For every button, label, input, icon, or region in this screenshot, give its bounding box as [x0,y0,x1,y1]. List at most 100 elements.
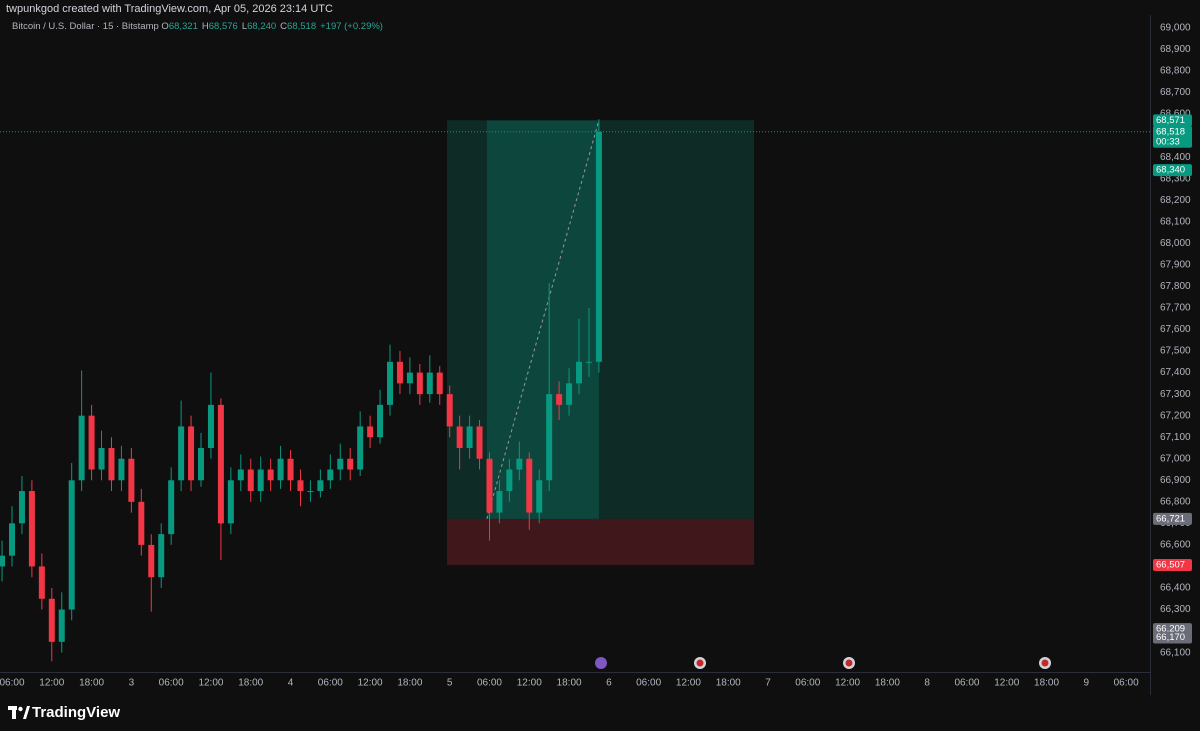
price-label: 66,170 [1156,632,1185,643]
ohlc-value: 68,576 [208,21,238,32]
candle-body [0,555,6,567]
candle-body [178,426,185,481]
x-tick-label: 12:00 [39,678,64,689]
candle-body [317,480,324,492]
price-label-box [1153,164,1192,177]
candle-body [456,426,463,448]
x-tick-label: 18:00 [875,678,900,689]
x-tick-label: 6 [606,678,612,689]
price-label-box [1153,558,1192,571]
candle-body [347,458,354,470]
candle-body [416,372,423,395]
x-tick-label: 12:00 [994,678,1019,689]
y-tick-label: 67,900 [1160,260,1191,271]
candle-body [68,480,75,610]
ohlc-value: 68,321 [168,21,198,32]
x-tick-label: 18:00 [1034,678,1059,689]
brand-logo [8,706,30,719]
candle-body [556,394,563,405]
candle-body [188,426,195,481]
y-tick-label: 66,800 [1160,496,1191,507]
candle-body [337,458,344,470]
ohlc-key: H [201,21,209,32]
y-tick-label: 68,600 [1160,109,1191,120]
price-label-box [1153,114,1192,127]
candle-body [327,469,334,481]
y-tick-label: 66,100 [1160,647,1191,658]
candle-body [297,480,304,492]
y-tick-label: 67,700 [1160,303,1191,314]
candle-body [108,447,115,481]
y-tick-label: 67,100 [1160,432,1191,443]
candle-body [48,598,55,642]
event-icons [595,657,1051,669]
candle-body [128,458,135,502]
y-tick-label: 67,200 [1160,410,1191,421]
price-label: 66,507 [1156,559,1185,570]
candle-body [496,491,503,513]
price-label-box [1153,125,1192,148]
x-tick-label: 12:00 [358,678,383,689]
price-label-box [1153,512,1192,525]
y-tick-label: 68,800 [1160,66,1191,77]
candle-body [526,458,533,513]
brand-name: TradingView [32,704,121,721]
x-tick-label: 8 [924,678,930,689]
candle-body [168,480,175,535]
x-tick-label: 06:00 [636,678,661,689]
candle-body [506,469,513,492]
candle-body [9,523,16,556]
candle-body [88,415,95,470]
candle-layer [0,119,1150,662]
candle-body [18,491,25,524]
candle-body [536,480,543,513]
candle-body [257,469,264,492]
x-tick-label: 3 [129,678,135,689]
y-tick-label: 69,000 [1160,23,1191,34]
candle-body [367,426,374,438]
y-tick-label: 67,600 [1160,324,1191,335]
y-tick-label: 66,300 [1160,604,1191,615]
x-tick-label: 06:00 [318,678,343,689]
candle-body [78,415,85,481]
y-tick-label: 67,800 [1160,281,1191,292]
y-tick-label: 68,900 [1160,44,1191,55]
candle-body [207,404,214,448]
ohlc-key: C [280,21,288,32]
candle-body [595,131,602,362]
candle-body [446,394,453,427]
candle-body [476,426,483,459]
candle-body [585,361,592,363]
price-label-box [1153,631,1192,644]
candle-body [307,491,314,493]
candle-body [267,469,274,481]
candle-body [227,480,234,524]
candle-body [466,426,473,448]
y-tick-label: 68,400 [1160,152,1191,163]
x-tick-label: 06:00 [795,678,820,689]
candle-body [237,469,244,481]
price-label: 68,518 [1156,126,1185,137]
y-tick-label: 66,600 [1160,540,1191,551]
candle-body [98,447,105,470]
candle-body [118,458,125,481]
x-tick-label: 7 [765,678,771,689]
x-tick-label: 5 [447,678,453,689]
y-tick-label: 68,000 [1160,238,1191,249]
position-path [486,120,600,519]
position-loss-zone [447,518,755,565]
x-tick-label: 4 [288,678,294,689]
x-tick-label: 18:00 [397,678,422,689]
candle-body [58,609,65,642]
candle-body [357,426,364,470]
event-icon[interactable] [595,657,607,669]
x-tick-label: 12:00 [517,678,542,689]
x-tick-label: 06:00 [477,678,502,689]
y-tick-label: 67,500 [1160,346,1191,357]
candle-body [148,544,155,578]
candle-body [546,394,553,481]
y-tick-label: 68,300 [1160,173,1191,184]
event-icon-flag [1041,659,1049,667]
x-tick-label: 06:00 [0,678,25,689]
ohlc-value: 68,240 [247,21,277,32]
